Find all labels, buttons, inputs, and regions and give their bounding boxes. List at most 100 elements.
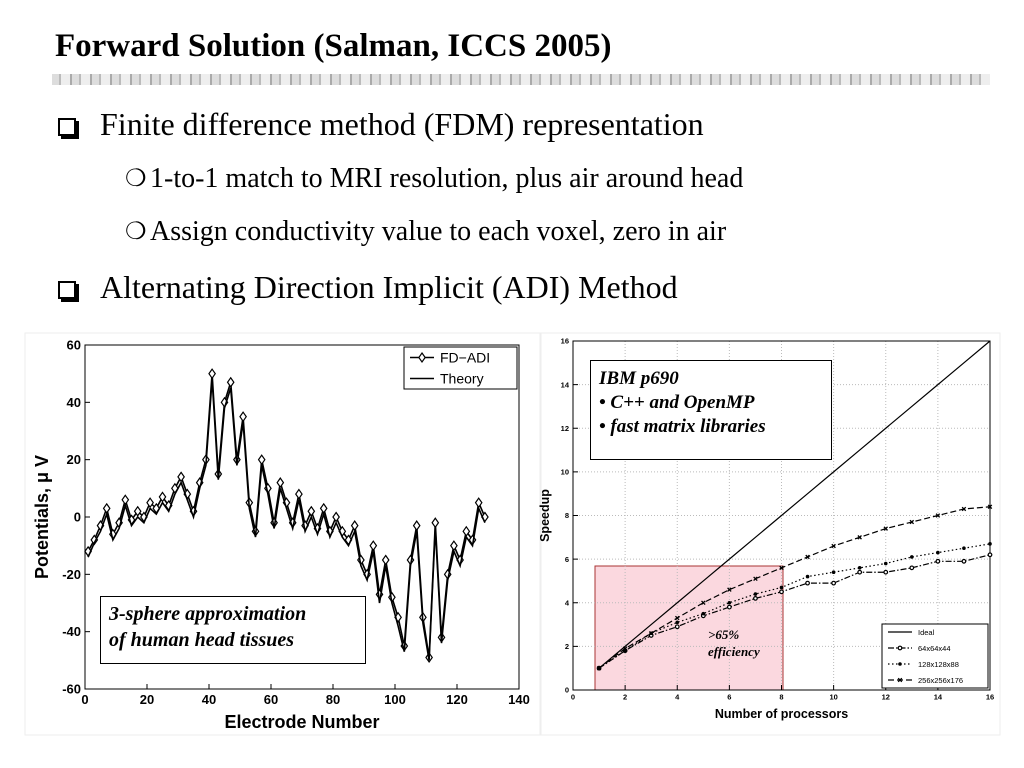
marker [146, 497, 154, 509]
marker [753, 592, 758, 596]
series-line [598, 554, 991, 669]
x-tick-label: 100 [384, 692, 406, 707]
sub-bullet-text: 1-to-1 match to MRI resolution, plus air… [150, 163, 744, 194]
annotation-box: 3-sphere approximation of human head tis… [100, 596, 366, 664]
marker [727, 587, 732, 592]
x-tick-label: 2 [623, 693, 627, 702]
bullet-text: Finite difference method (FDM) represent… [100, 106, 704, 142]
x-tick-label: 8 [779, 693, 783, 702]
sub-bullet-icon: ❍ [125, 166, 147, 192]
marker [910, 555, 914, 559]
marker [805, 574, 810, 579]
marker [898, 662, 902, 666]
y-tick-label: 10 [561, 468, 569, 477]
marker [857, 535, 862, 540]
marker [257, 454, 266, 466]
marker [936, 550, 940, 555]
legend-box [881, 623, 989, 689]
annotation: • C++ and OpenMP [599, 392, 755, 413]
marker [831, 543, 836, 549]
sub-bullet-icon: ❍ [125, 219, 147, 245]
bullet-text: Alternating Direction Implicit (ADI) Met… [100, 269, 678, 305]
x-tick-label: 16 [986, 693, 994, 702]
y-axis-label: Speedup [538, 489, 552, 542]
sub-bullet-text: Assign conductivity value to each voxel,… [150, 216, 727, 247]
annotation: of human head tissues [109, 629, 295, 651]
plot-frame [84, 344, 520, 690]
y-tick-label: 16 [561, 337, 569, 346]
x-tick-label: 10 [829, 693, 837, 702]
y-tick-label: 0 [74, 510, 81, 525]
marker [622, 646, 628, 651]
y-tick-label: 60 [67, 338, 81, 353]
marker [674, 624, 680, 630]
chart-panel [24, 332, 541, 736]
y-tick-label: 2 [565, 642, 569, 651]
marker [412, 520, 421, 532]
x-tick-label: 0 [571, 693, 575, 702]
marker [596, 665, 602, 671]
marker [831, 570, 836, 575]
x-tick-label: 4 [675, 693, 680, 702]
marker [987, 552, 993, 558]
x-tick-label: 20 [140, 692, 154, 707]
legend-label: Theory [440, 370, 484, 386]
marker [962, 546, 966, 551]
marker [883, 526, 889, 531]
legend-label: Ideal [918, 628, 935, 637]
marker [133, 505, 142, 517]
y-tick-label: 14 [561, 380, 570, 389]
marker [208, 368, 216, 380]
marker [753, 595, 758, 601]
marker [961, 558, 967, 564]
y-tick-label: -40 [62, 624, 81, 639]
annotation: IBM p690 [599, 368, 679, 389]
marker [987, 504, 993, 510]
title-rule [52, 74, 990, 85]
y-tick-label: 20 [67, 452, 81, 467]
marker [935, 513, 941, 518]
y-axis-label: Potentials, μ V [32, 455, 52, 579]
y-tick-label: 40 [67, 395, 81, 410]
marker [381, 554, 390, 566]
y-tick-label: 6 [565, 555, 569, 564]
legend-label: 128x128x88 [918, 660, 959, 669]
marker [674, 615, 680, 621]
y-tick-label: 8 [565, 511, 569, 520]
marker [779, 565, 784, 571]
marker [961, 506, 967, 512]
marker [753, 576, 758, 582]
slide-title: Forward Solution (Salman, ICCS 2005) [55, 28, 612, 64]
x-tick-label: 14 [934, 693, 943, 702]
marker [239, 411, 247, 423]
marker [857, 569, 863, 575]
highlight-region [594, 565, 784, 691]
annotation: >65% [708, 627, 740, 642]
marker [431, 517, 440, 529]
marker [701, 600, 706, 606]
marker [726, 604, 732, 610]
marker [831, 580, 837, 586]
legend-label: FD−ADI [440, 349, 490, 365]
series-line [87, 379, 486, 661]
x-tick-label: 6 [727, 693, 731, 702]
marker [727, 600, 732, 605]
marker [805, 554, 810, 560]
y-tick-label: 4 [565, 598, 570, 607]
annotation-note: >65% efficiency [708, 626, 760, 660]
y-tick-label: -60 [62, 682, 81, 697]
bullet-icon [58, 118, 76, 136]
series-line [598, 340, 991, 669]
annotation: efficiency [708, 644, 760, 659]
marker [369, 540, 378, 552]
y-tick-label: -20 [62, 567, 81, 582]
marker [883, 569, 889, 575]
x-axis-label: Number of processors [715, 707, 848, 721]
marker [675, 620, 680, 625]
y-tick-label: 0 [565, 686, 569, 695]
x-tick-label: 120 [446, 692, 468, 707]
marker [897, 645, 903, 651]
marker [805, 580, 810, 586]
